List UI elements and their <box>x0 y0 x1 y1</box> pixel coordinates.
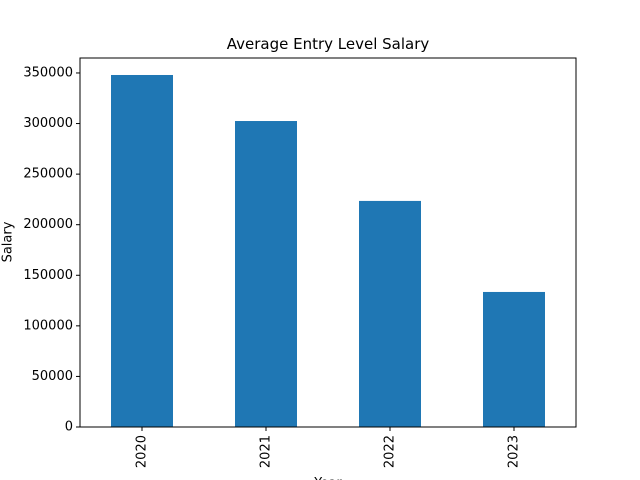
y-tick-label: 350000 <box>23 65 73 80</box>
y-tick-label: 150000 <box>23 268 73 283</box>
plot-frame <box>79 57 577 428</box>
y-tick-label: 0 <box>65 420 73 435</box>
chart-title: Average Entry Level Salary <box>227 35 430 53</box>
y-tick-label: 200000 <box>23 217 73 232</box>
bar <box>111 74 173 428</box>
x-tick-label: 2023 <box>507 435 522 468</box>
y-tick-label: 250000 <box>23 167 73 182</box>
y-axis-label: Salary <box>1 221 16 262</box>
x-axis-label: Year <box>313 476 342 480</box>
x-tick-label: 2021 <box>259 435 274 468</box>
bar <box>359 200 421 427</box>
x-tick-label: 2022 <box>383 435 398 468</box>
bar <box>235 121 297 427</box>
y-tick-label: 300000 <box>23 116 73 131</box>
y-tick-label: 50000 <box>32 369 73 384</box>
bar <box>483 291 545 427</box>
y-tick-label: 100000 <box>23 318 73 333</box>
x-tick-label: 2020 <box>135 435 150 468</box>
